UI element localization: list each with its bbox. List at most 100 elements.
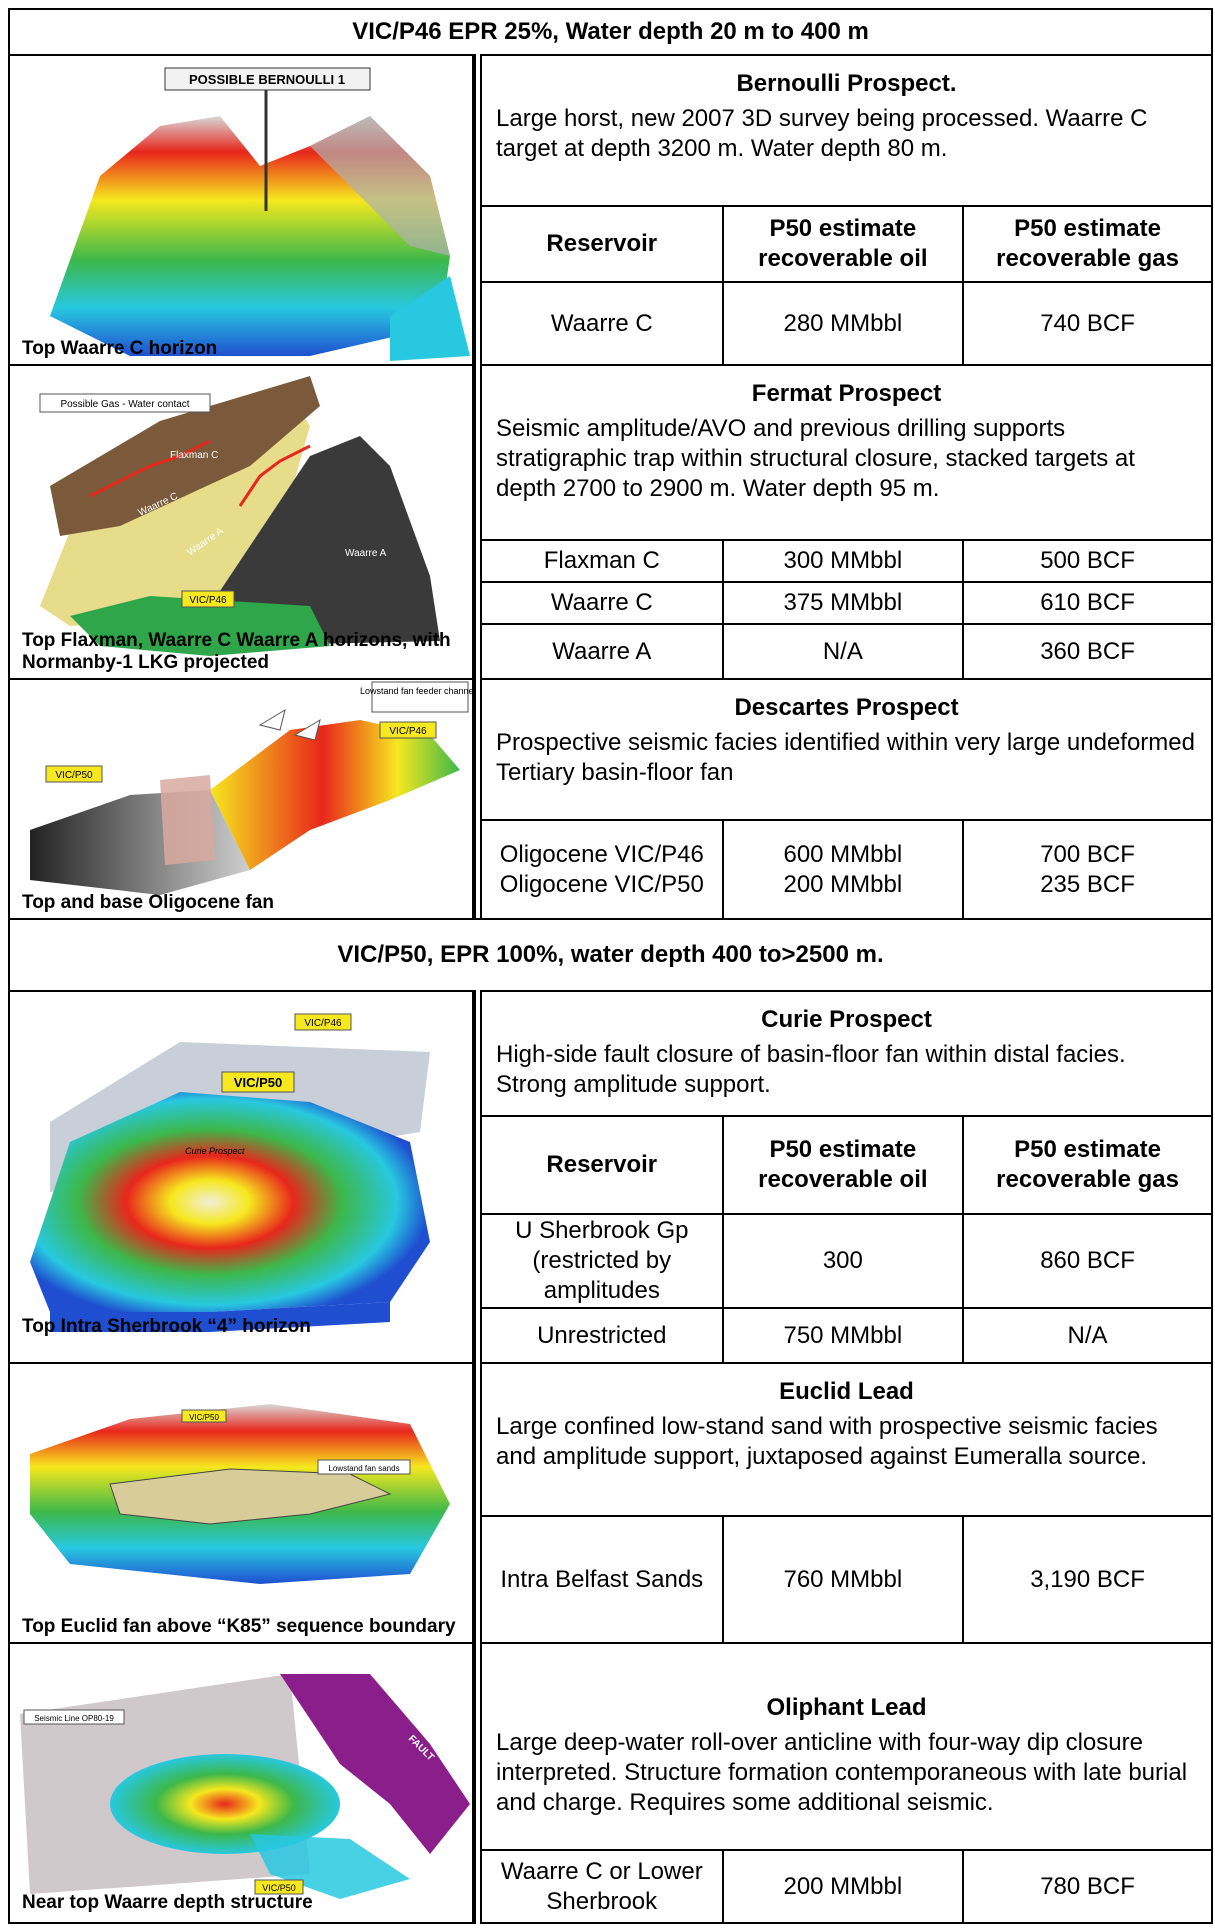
oil-header: P50 estimate recoverable oil	[721, 1115, 965, 1215]
fermat-info: Fermat Prospect Seismic amplitude/AVO an…	[482, 364, 1213, 680]
gas-cell: 700 BCF 235 BCF	[962, 819, 1211, 918]
oil-line: 200 MMbbl	[783, 870, 903, 898]
oil-cell: 750 MMbbl	[721, 1307, 965, 1362]
seismic-label: Seismic Line OP80-19	[34, 1714, 114, 1723]
curie-title: Curie Prospect	[761, 1006, 932, 1033]
gas-cell: 3,190 BCF	[962, 1515, 1211, 1642]
fault-plane	[280, 1674, 470, 1854]
reservoir-line: Oligocene VIC/P50	[499, 870, 704, 898]
sands-label: Lowstand fan sands	[328, 1464, 399, 1473]
fermat-section: Possible Gas - Water contact Flaxman C W…	[8, 364, 1213, 680]
base-surface	[70, 596, 330, 656]
contact-line	[238, 444, 311, 507]
euclid-section: VIC/P50 Lowstand fan sands Top Euclid fa…	[8, 1362, 1213, 1644]
curie-horizon-render: VIC/P46 VIC/P50 Curie Prospect	[30, 1013, 430, 1332]
euclid-info: Euclid Lead Large confined low-stand san…	[482, 1362, 1213, 1644]
bernoulli-image: POSSIBLE BERNOULLI 1 Top Waarre C horizo…	[8, 54, 474, 366]
curie-prospect-label: Curie Prospect	[185, 1146, 245, 1156]
section-panel	[160, 775, 215, 865]
descartes-info: Descartes Prospect Prospective seismic f…	[482, 678, 1213, 920]
flaxman-surface	[50, 376, 320, 536]
euclid-caption: Top Euclid fan above “K85” sequence boun…	[22, 1616, 456, 1637]
oil-cell: N/A	[721, 623, 965, 678]
structure-flank	[250, 1834, 410, 1899]
fan-sands	[109, 1468, 392, 1525]
euclid-image: VIC/P50 Lowstand fan sands Top Euclid fa…	[8, 1362, 474, 1644]
reservoir-cell: Flaxman C	[482, 539, 724, 583]
gas-header: P50 estimate recoverable gas	[962, 1115, 1211, 1215]
p50-label: VIC/P50	[55, 770, 93, 781]
permit-label-box	[254, 1879, 304, 1895]
sands-label-box	[317, 1459, 411, 1475]
descartes-description: Prospective seismic facies identified wi…	[496, 729, 1195, 786]
reservoir-line: Oligocene VIC/P46	[499, 840, 704, 868]
gas-cell: 780 BCF	[962, 1849, 1211, 1922]
column-separator	[474, 990, 482, 1364]
gas-cell: 860 BCF	[962, 1213, 1211, 1309]
feeder-arrow	[293, 718, 321, 741]
gas-line: 235 BCF	[1040, 870, 1135, 898]
curie-description: High-side fault closure of basin-floor f…	[496, 1041, 1126, 1098]
p46-label: VIC/P46	[389, 726, 427, 737]
horizon-base	[50, 1302, 390, 1332]
reservoir-cell: Waarre C	[482, 281, 724, 364]
well-label-box	[164, 67, 371, 91]
contact-label: Possible Gas - Water contact	[60, 399, 189, 410]
bernoulli-description: Large horst, new 2007 3D survey being pr…	[496, 105, 1148, 162]
curie-info: Curie Prospect High-side fault closure o…	[482, 990, 1213, 1364]
horizon-surface	[30, 1092, 430, 1312]
oil-cell: 200 MMbbl	[721, 1849, 965, 1922]
waarre-a-label: Waarre A	[345, 548, 387, 559]
p46-label-box	[379, 721, 437, 739]
curie-image: VIC/P46 VIC/P50 Curie Prospect Top Intra…	[8, 990, 474, 1364]
gas-header: P50 estimate recoverable gas	[962, 205, 1211, 283]
permit-label-box	[181, 1409, 227, 1423]
curie-section: VIC/P46 VIC/P50 Curie Prospect Top Intra…	[8, 990, 1213, 1364]
flaxman-label: Flaxman C	[170, 450, 218, 461]
p46-label-box	[294, 1013, 352, 1031]
descartes-image: Lowstand fan feeder channels VIC/P46 VIC…	[8, 678, 474, 920]
reservoir-cell: Oligocene VIC/P46 Oligocene VIC/P50	[482, 819, 724, 918]
vic-p46-header: VIC/P46 EPR 25%, Water depth 20 m to 400…	[8, 8, 1213, 56]
contact-label-box	[39, 393, 211, 413]
oliphant-title: Oliphant Lead	[766, 1694, 927, 1721]
descartes-title: Descartes Prospect	[734, 694, 959, 721]
reservoir-cell: U Sherbrook Gp (restricted by amplitudes	[482, 1213, 724, 1309]
feeder-arrow	[258, 708, 286, 731]
descartes-fan-render: Lowstand fan feeder channels VIC/P46 VIC…	[30, 681, 472, 895]
oliphant-caption: Near top Waarre depth structure	[22, 1892, 313, 1913]
euclid-table: Intra Belfast Sands 760 MMbbl 3,190 BCF	[482, 1515, 1211, 1642]
bernoulli-title: Bernoulli Prospect.	[736, 70, 957, 97]
well-label: POSSIBLE BERNOULLI 1	[189, 72, 345, 87]
prospect-document: VIC/P46 EPR 25%, Water depth 20 m to 400…	[8, 8, 1213, 1926]
vic-p50-header: VIC/P50, EPR 100%, water depth 400 to>25…	[8, 918, 1213, 992]
bernoulli-horizon-render: POSSIBLE BERNOULLI 1	[50, 67, 470, 361]
column-separator	[474, 1362, 482, 1644]
oil-cell: 300	[721, 1213, 965, 1309]
p50-label-box	[221, 1071, 295, 1093]
structure-closure	[110, 1754, 340, 1854]
seismic-label-box	[23, 1709, 125, 1725]
oil-cell: 375 MMbbl	[721, 581, 965, 625]
descartes-section: Lowstand fan feeder channels VIC/P46 VIC…	[8, 678, 1213, 920]
permit-label: VIC/P50	[262, 1883, 296, 1893]
curie-caption: Top Intra Sherbrook “4” horizon	[22, 1316, 311, 1337]
descartes-caption: Top and base Oligocene fan	[22, 892, 274, 913]
horizon-ridge	[310, 116, 450, 256]
euclid-title: Euclid Lead	[779, 1378, 914, 1405]
fermat-title: Fermat Prospect	[751, 380, 942, 407]
column-separator	[474, 364, 482, 680]
gas-cell: 360 BCF	[962, 623, 1211, 678]
permit-label: VIC/P46	[189, 595, 227, 606]
oliphant-description: Large deep-water roll-over anticline wit…	[496, 1729, 1188, 1816]
fermat-image: Possible Gas - Water contact Flaxman C W…	[8, 364, 474, 680]
oil-cell: 760 MMbbl	[721, 1515, 965, 1642]
reservoir-header: Reservoir	[482, 205, 724, 283]
curie-table: Reservoir P50 estimate recoverable oil P…	[482, 1115, 1211, 1362]
reservoir-cell: Unrestricted	[482, 1307, 724, 1362]
oil-cell: 280 MMbbl	[721, 281, 965, 364]
oliphant-section: Seismic Line OP80-19 FAULT VIC/P50 Near …	[8, 1642, 1213, 1924]
descartes-table: Oligocene VIC/P46 Oligocene VIC/P50 600 M…	[482, 819, 1211, 918]
fermat-horizon-render: Possible Gas - Water contact Flaxman C W…	[39, 376, 440, 656]
fermat-table: Flaxman C 300 MMbbl 500 BCF Waarre C 375…	[482, 539, 1211, 678]
